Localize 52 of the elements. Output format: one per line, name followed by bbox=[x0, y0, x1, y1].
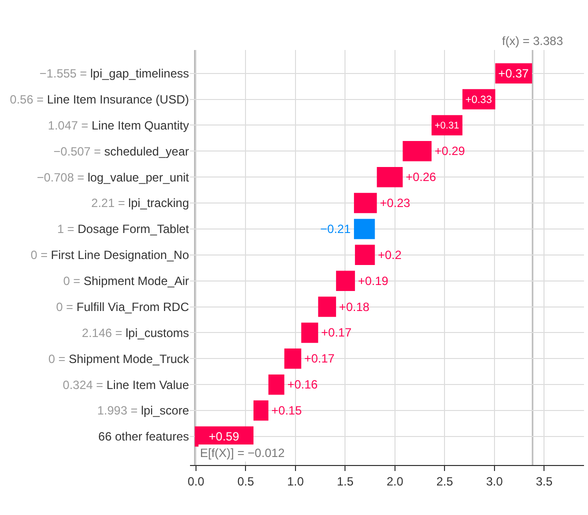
data-label: +0.26 bbox=[406, 170, 436, 184]
y-tick-label: 1.993 = lpi_score bbox=[97, 404, 190, 418]
ref-line-label: E[f(X)] = −0.012 bbox=[200, 446, 286, 460]
x-tick-label: 3.5 bbox=[536, 474, 553, 488]
data-label: +0.2 bbox=[378, 248, 402, 262]
ref-line-label: f(x) = 3.383 bbox=[502, 34, 564, 48]
y-tick-label: 0 = Shipment Mode_Truck bbox=[48, 352, 190, 366]
data-label: +0.17 bbox=[321, 326, 352, 340]
bar bbox=[268, 374, 284, 395]
data-label: +0.59 bbox=[208, 429, 240, 444]
y-tick-label: 1 = Dosage Form_Tablet bbox=[57, 222, 190, 236]
x-tick-label: 1.5 bbox=[336, 474, 354, 488]
bar bbox=[284, 348, 302, 369]
x-tick-label: 0.5 bbox=[237, 474, 254, 488]
x-tick-label: 2.5 bbox=[436, 474, 454, 488]
y-tick-label: 0.324 = Line Item Value bbox=[62, 378, 190, 392]
data-label: +0.33 bbox=[465, 94, 492, 106]
y-tick-label: 0 = Shipment Mode_Air bbox=[63, 274, 189, 288]
y-tick-label: 0 = Fulfill Via_From RDC bbox=[56, 300, 190, 314]
y-tick-label: 0.56 = Line Item Insurance (USD) bbox=[10, 92, 189, 106]
data-label: +0.16 bbox=[287, 378, 318, 392]
data-label: +0.23 bbox=[380, 196, 411, 210]
y-tick-label: 1.047 = Line Item Quantity bbox=[48, 118, 189, 132]
bar bbox=[336, 270, 355, 291]
bar bbox=[301, 322, 318, 343]
bar bbox=[318, 296, 336, 317]
y-tick-label: −0.507 = scheduled_year bbox=[54, 144, 189, 158]
bar bbox=[354, 192, 377, 214]
data-label: +0.17 bbox=[304, 352, 335, 366]
data-label: +0.29 bbox=[434, 144, 466, 158]
data-label: −0.21 bbox=[320, 222, 351, 236]
y-tick-label: 2.146 = lpi_customs bbox=[82, 326, 189, 340]
data-label: +0.15 bbox=[271, 404, 302, 418]
y-tick-label: 66 other features bbox=[98, 430, 189, 444]
data-label: +0.19 bbox=[358, 274, 389, 288]
data-label: +0.31 bbox=[434, 120, 460, 132]
x-tick-label: 1.0 bbox=[287, 474, 304, 488]
bar bbox=[432, 115, 462, 136]
x-tick-label: 2.0 bbox=[386, 474, 404, 488]
y-tick-label: 0 = First Line Designation_No bbox=[30, 248, 190, 262]
x-tick-label: 3.0 bbox=[486, 474, 504, 488]
data-label: +0.37 bbox=[498, 66, 529, 80]
y-tick-label: −0.708 = log_value_per_unit bbox=[36, 170, 190, 184]
y-tick-label: 2.21 = lpi_tracking bbox=[91, 196, 189, 210]
bar bbox=[354, 244, 375, 266]
y-tick-label: −1.555 = lpi_gap_timeliness bbox=[40, 66, 189, 81]
x-tick-label: 0.0 bbox=[188, 474, 205, 488]
bar bbox=[253, 400, 268, 421]
data-label: +0.18 bbox=[339, 300, 370, 314]
bar bbox=[402, 141, 432, 162]
bar bbox=[354, 218, 375, 240]
bar bbox=[376, 166, 403, 188]
